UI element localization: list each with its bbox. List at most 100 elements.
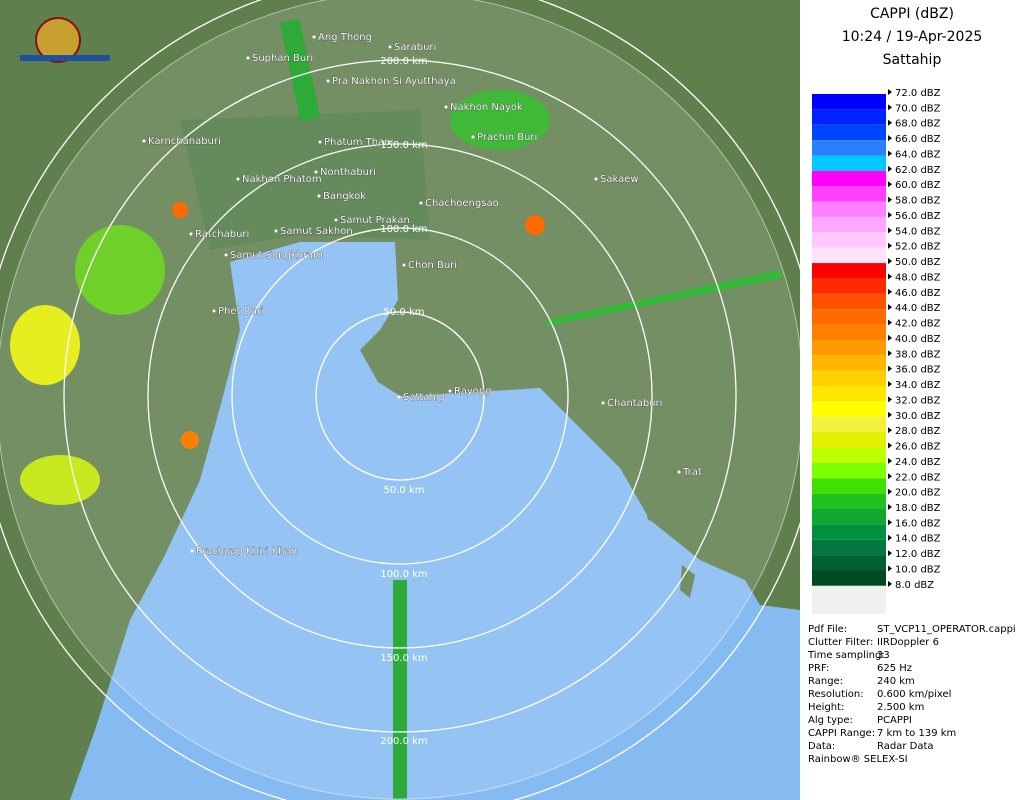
place-dot <box>444 105 448 109</box>
place-dot <box>471 135 475 139</box>
legend-arrow <box>888 565 892 572</box>
info-key: Alg type: <box>808 715 853 726</box>
radar-map: Ang Thong Suphan Buri Saraburi Pra Nakhon S… <box>0 0 800 800</box>
legend-swatch <box>812 263 886 279</box>
legend-arrow <box>888 550 892 557</box>
footer: Rainbow® SELEX-SI <box>808 754 908 765</box>
legend-label: 70.0 dBZ <box>895 103 941 114</box>
legend-label: 26.0 dBZ <box>895 442 941 453</box>
legend-arrow <box>888 457 892 464</box>
legend-label: 62.0 dBZ <box>895 165 941 176</box>
place-dot <box>189 232 193 236</box>
info-value: 7 km to 139 km <box>877 728 956 739</box>
legend-arrow <box>888 319 892 326</box>
ring-label: 200.0 km <box>380 736 427 747</box>
place-dot <box>236 177 240 181</box>
legend-swatch <box>812 293 886 310</box>
legend-label: 28.0 dBZ <box>895 426 941 437</box>
legend-arrow <box>888 196 892 203</box>
coverage <box>0 0 800 799</box>
echo <box>393 580 407 799</box>
place-dot <box>601 401 605 405</box>
legend-label: 50.0 dBZ <box>895 257 941 268</box>
legend-arrow <box>888 104 892 111</box>
place-dot <box>326 79 330 83</box>
legend-nodata <box>812 585 886 614</box>
legend-label: 56.0 dBZ <box>895 211 941 222</box>
legend-label: 46.0 dBZ <box>895 288 941 299</box>
place-dot <box>246 56 250 60</box>
ring <box>231 227 569 565</box>
legend-arrow <box>888 503 892 510</box>
place-dot <box>314 170 318 174</box>
legend-arrow <box>888 119 892 126</box>
info-value: 625 Hz <box>877 663 912 674</box>
info-key: Clutter Filter: <box>808 637 873 648</box>
legend-label: 14.0 dBZ <box>895 534 941 545</box>
legend-label: 12.0 dBZ <box>895 549 941 560</box>
legend-label: 42.0 dBZ <box>895 319 941 330</box>
place-dot <box>318 140 322 144</box>
place-label: Ang Thong <box>318 32 372 43</box>
legend-arrow <box>888 488 892 495</box>
ring-label: 50.0 km <box>384 485 425 496</box>
logo <box>20 17 110 63</box>
legend-label: 72.0 dBZ <box>895 88 941 99</box>
place-label: Pra Nakhon Si Ayutthaya <box>332 76 456 87</box>
legend-arrow <box>888 135 892 142</box>
echo <box>279 19 321 121</box>
legend-label: 68.0 dBZ <box>895 119 941 130</box>
legend-swatch <box>812 539 886 556</box>
legend-swatch <box>812 278 886 294</box>
info-value: 240 km <box>877 676 915 687</box>
info-value: PCAPPI <box>877 715 912 726</box>
legend-panel: CAPPI (dBZ) 10:24 / 19-Apr-2025 Sattahip… <box>800 0 1024 800</box>
info-key: Time sampling: <box>807 650 885 661</box>
place-dot <box>190 549 194 553</box>
legend-swatch <box>812 170 886 187</box>
legend-label: 48.0 dBZ <box>895 272 941 283</box>
ring-label: 100.0 km <box>380 224 427 235</box>
place-dot <box>224 253 228 257</box>
sea <box>70 242 800 800</box>
legend-swatch <box>812 355 886 371</box>
legend-label: 34.0 dBZ <box>895 380 941 391</box>
place-label: Chachoengsao <box>425 198 499 209</box>
info-value: ST_VCP11_OPERATOR.cappi <box>877 624 1016 635</box>
place-label: Sakaew <box>600 174 639 185</box>
ring-label: 200.0 km <box>380 56 427 67</box>
legend-arrow <box>888 211 892 218</box>
place-label: Sattahip <box>403 392 445 403</box>
legend-arrow <box>888 242 892 249</box>
legend-label: 66.0 dBZ <box>895 134 941 145</box>
echo <box>525 215 545 235</box>
place-dot <box>312 35 316 39</box>
info-value: 0.600 km/pixel <box>877 689 951 700</box>
legend-swatch <box>812 493 886 509</box>
ring-label: 150.0 km <box>380 653 427 664</box>
legend-label: 64.0 dBZ <box>895 149 941 160</box>
echo <box>20 455 100 505</box>
panel-time: 10:24 / 19-Apr-2025 <box>842 29 983 45</box>
place-label: Samut Songkhram <box>230 250 323 261</box>
legend-label: 10.0 dBZ <box>895 564 941 575</box>
legend-arrow <box>888 181 892 188</box>
info-key: Range: <box>808 676 843 687</box>
legend-arrow <box>888 150 892 157</box>
legend-label: 52.0 dBZ <box>895 242 941 253</box>
place-dot <box>274 229 278 233</box>
legend-swatch <box>812 416 886 433</box>
legend-swatch <box>812 216 886 233</box>
echo <box>450 90 550 150</box>
legend-swatch <box>812 508 886 525</box>
ring <box>315 311 485 481</box>
legend-swatch <box>812 447 886 463</box>
legend-label: 8.0 dBZ <box>895 580 934 591</box>
legend-swatch <box>812 140 886 156</box>
legend-label: 30.0 dBZ <box>895 411 941 422</box>
place-label: Rayong <box>454 386 492 397</box>
island <box>640 480 665 525</box>
legend-swatch <box>812 386 886 402</box>
legend-arrow <box>888 365 892 372</box>
